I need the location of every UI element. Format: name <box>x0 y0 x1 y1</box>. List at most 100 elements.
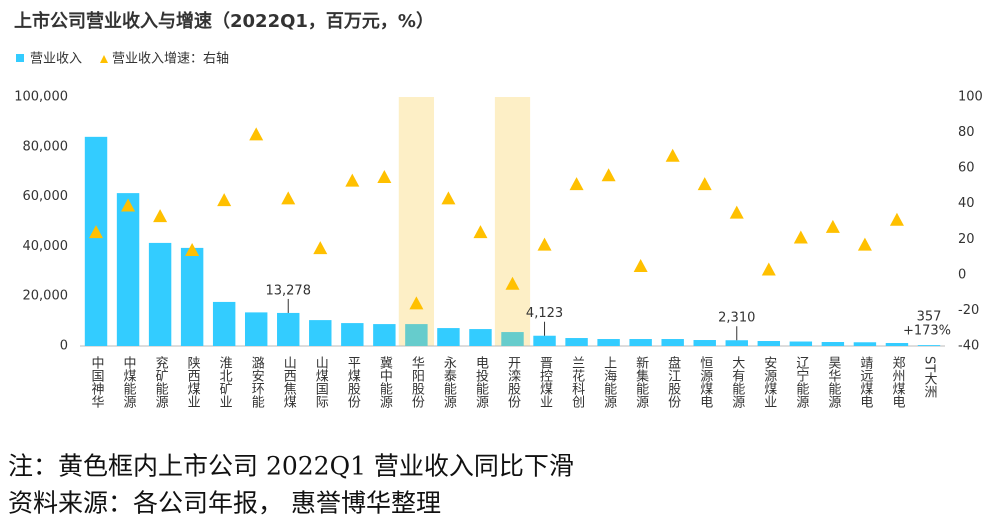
x-tick-label: 兖矿能源 <box>153 356 169 408</box>
note: 资料来源：各公司年报， 惠誉博华整理 <box>8 489 441 518</box>
x-tick-label: 大有能源 <box>729 356 745 408</box>
growth-marker <box>441 191 456 205</box>
bar <box>821 342 845 346</box>
x-tick-label: 中煤能源 <box>121 356 137 408</box>
data-label: 4,123 <box>526 306 563 321</box>
y-tick-label: 60,000 <box>23 189 69 204</box>
growth-marker <box>889 212 904 226</box>
bar <box>341 323 364 346</box>
chart-title: 上市公司营业收入与增速（2022Q1，百万元，%） <box>14 10 434 32</box>
growth-marker <box>249 127 264 141</box>
growth-marker <box>153 209 168 223</box>
y2-tick-label: -40 <box>958 339 979 354</box>
x-tick-label: 平煤股份 <box>345 356 361 408</box>
bar <box>277 312 300 346</box>
x-tick-label: 上海能源 <box>601 356 617 408</box>
growth-marker <box>505 276 520 290</box>
bar <box>885 343 909 346</box>
x-tick-label: 晋控煤业 <box>537 356 553 408</box>
growth-marker <box>217 193 232 207</box>
growth-marker <box>825 219 840 233</box>
x-tick-label: 永泰能源 <box>441 356 457 408</box>
y2-tick-label: 100 <box>958 90 983 105</box>
y-tick-label: 80,000 <box>23 139 69 154</box>
legend-swatch <box>100 55 108 63</box>
bar <box>693 340 716 346</box>
growth-marker <box>89 225 104 239</box>
bar <box>244 312 268 346</box>
x-tick-label: 山煤国际 <box>313 356 329 409</box>
y-tick-label: 100,000 <box>14 90 68 105</box>
growth-marker <box>697 177 712 191</box>
y2-tick-label: -20 <box>958 303 979 318</box>
x-tick-label: 陕西煤业 <box>185 356 201 408</box>
bar <box>116 193 140 346</box>
growth-marker <box>729 205 744 219</box>
y-tick-label: 0 <box>60 339 68 354</box>
y2-tick-label: 40 <box>958 196 975 211</box>
bar <box>629 339 652 346</box>
growth-marker <box>569 177 584 191</box>
growth-marker <box>313 241 328 255</box>
growth-marker <box>409 296 424 310</box>
growth-marker <box>185 242 200 256</box>
y2-tick-label: 20 <box>958 232 975 247</box>
x-tick-label: ST大洲 <box>921 356 937 399</box>
growth-marker <box>601 168 616 182</box>
data-label: +173% <box>903 324 951 339</box>
growth-marker <box>121 198 136 212</box>
legend-label: 营业收入增速：右轴 <box>112 52 229 67</box>
bar <box>148 242 172 346</box>
growth-marker <box>377 170 392 184</box>
x-tick-label: 恒源煤电 <box>697 356 713 408</box>
y2-tick-label: 60 <box>958 161 975 176</box>
x-tick-label: 昊华能源 <box>825 356 841 408</box>
bar <box>309 320 332 346</box>
bar <box>757 341 781 346</box>
bar <box>597 339 620 346</box>
x-tick-label: 安源煤业 <box>761 356 777 408</box>
bar <box>789 341 813 346</box>
growth-marker <box>537 237 552 251</box>
growth-marker <box>345 173 360 187</box>
y-tick-label: 20,000 <box>23 289 69 304</box>
bar <box>212 301 236 346</box>
x-tick-label: 辽宁能源 <box>793 356 809 408</box>
highlight-box <box>494 97 531 346</box>
y2-tick-label: 0 <box>958 267 966 282</box>
x-tick-label: 靖远煤电 <box>857 356 873 408</box>
x-tick-label: 盘江股份 <box>665 355 681 408</box>
bar <box>501 332 524 346</box>
x-tick-label: 新集能源 <box>633 355 649 408</box>
bar <box>469 329 492 346</box>
x-tick-label: 兰花科创 <box>569 356 585 408</box>
bar <box>405 324 428 346</box>
x-tick-label: 山西焦煤 <box>281 356 297 408</box>
bar <box>180 247 204 346</box>
bar <box>565 338 588 346</box>
bar <box>725 340 748 346</box>
x-tick-label: 淮北矿业 <box>217 356 233 408</box>
x-tick-label: 中国神华 <box>89 356 105 408</box>
bar <box>917 345 941 346</box>
bar <box>533 335 556 346</box>
growth-marker <box>761 262 776 276</box>
data-label: 13,278 <box>265 283 311 298</box>
growth-marker <box>281 191 296 205</box>
data-label: 2,310 <box>718 311 755 326</box>
y2-tick-label: 80 <box>958 125 975 140</box>
x-tick-label: 华阳股份 <box>409 356 425 408</box>
bar <box>853 342 877 346</box>
growth-marker <box>857 237 872 251</box>
bar <box>373 324 396 346</box>
x-tick-label: 冀中能源 <box>377 355 393 408</box>
growth-marker <box>473 225 488 239</box>
legend-label: 营业收入 <box>30 52 82 67</box>
x-tick-label: 潞安环能 <box>249 356 265 408</box>
growth-marker <box>633 258 648 272</box>
bar <box>84 136 108 346</box>
data-label: 357 <box>917 310 942 325</box>
legend-swatch <box>16 54 24 62</box>
note: 注：黄色框内上市公司 2022Q1 营业收入同比下滑 <box>8 452 574 481</box>
